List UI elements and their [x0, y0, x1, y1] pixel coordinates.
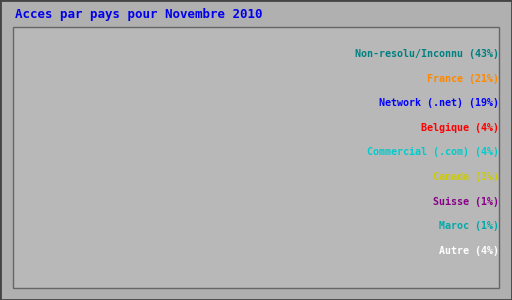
Wedge shape: [65, 71, 138, 156]
Wedge shape: [113, 55, 138, 156]
Wedge shape: [107, 58, 138, 156]
Wedge shape: [50, 87, 138, 156]
Wedge shape: [84, 62, 138, 156]
Text: Belgique (4%): Belgique (4%): [421, 123, 499, 133]
Text: Non-resolu/Inconnu (43%): Non-resolu/Inconnu (43%): [355, 49, 499, 59]
Wedge shape: [138, 55, 239, 247]
Text: Network (.net) (19%): Network (.net) (19%): [379, 98, 499, 108]
Text: Maroc (1%): Maroc (1%): [439, 221, 499, 231]
Text: Canada (3%): Canada (3%): [433, 172, 499, 182]
Text: Acces par pays pour Novembre 2010: Acces par pays pour Novembre 2010: [15, 8, 263, 21]
Wedge shape: [60, 156, 181, 257]
Text: France (21%): France (21%): [427, 74, 499, 84]
Wedge shape: [37, 107, 138, 220]
Text: Autre (4%): Autre (4%): [439, 246, 499, 256]
Wedge shape: [101, 60, 138, 156]
Text: Commercial (.com) (4%): Commercial (.com) (4%): [367, 147, 499, 158]
Text: Suisse (1%): Suisse (1%): [433, 196, 499, 207]
